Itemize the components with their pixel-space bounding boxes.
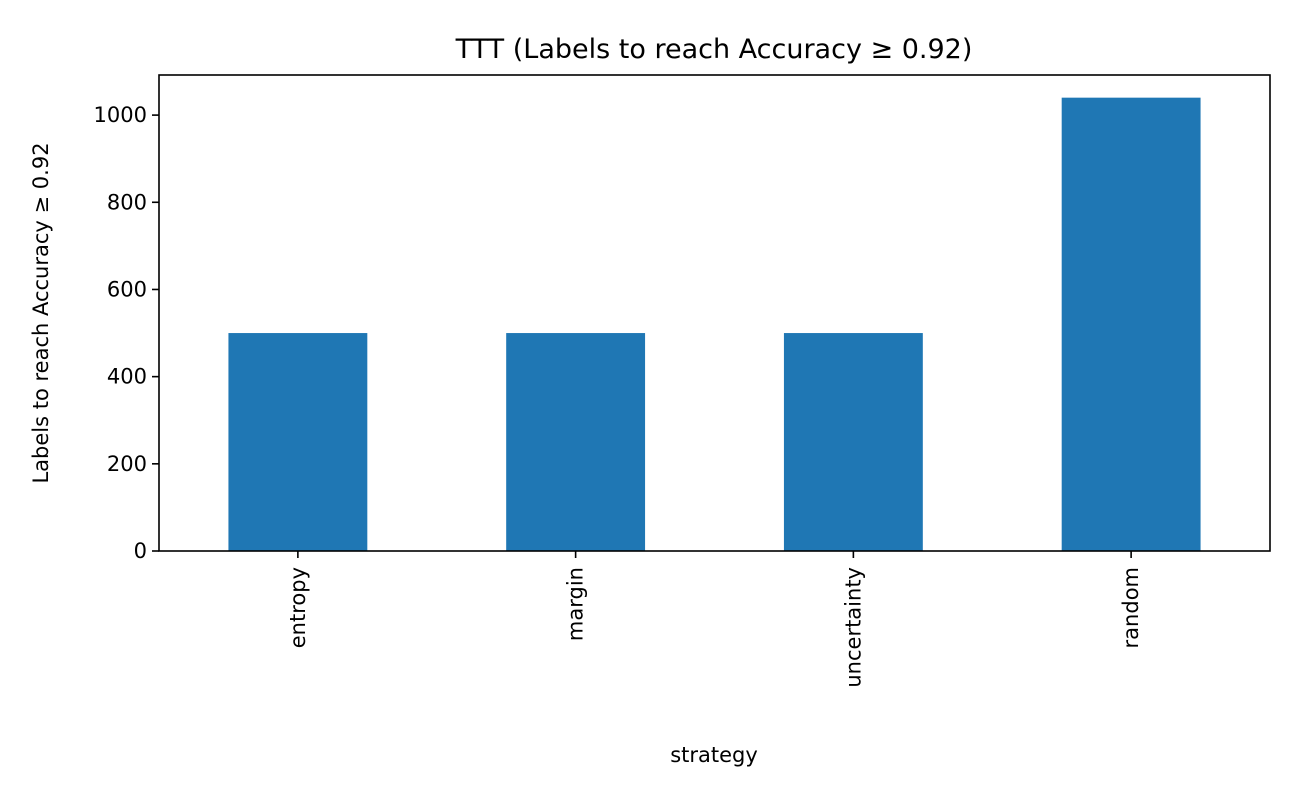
y-axis-label: Labels to reach Accuracy ≥ 0.92 <box>29 142 53 483</box>
plot-frame <box>158 74 1271 552</box>
bars-group <box>228 97 1201 552</box>
y-tick-label-1000: 1000 <box>94 103 147 127</box>
bar-uncertainty <box>783 333 923 551</box>
y-tick-label-200: 200 <box>107 452 147 476</box>
x-axis: entropy margin uncertainty random <box>286 551 1143 688</box>
bar-entropy <box>228 333 368 551</box>
y-tick-label-800: 800 <box>107 190 147 214</box>
y-tick-label-0: 0 <box>134 539 147 563</box>
bar-random <box>1061 97 1201 552</box>
y-tick-label-400: 400 <box>107 365 147 389</box>
x-tick-label-random: random <box>1119 567 1143 648</box>
bar-margin <box>506 333 646 551</box>
x-tick-label-uncertainty: uncertainty <box>841 567 865 688</box>
y-axis: 0 200 400 600 800 1000 <box>94 103 159 563</box>
y-tick-label-600: 600 <box>107 277 147 301</box>
chart-title: TTT (Labels to reach Accuracy ≥ 0.92) <box>455 34 973 65</box>
x-tick-label-entropy: entropy <box>286 567 310 648</box>
x-tick-label-margin: margin <box>564 567 588 641</box>
x-axis-label: strategy <box>670 743 758 767</box>
